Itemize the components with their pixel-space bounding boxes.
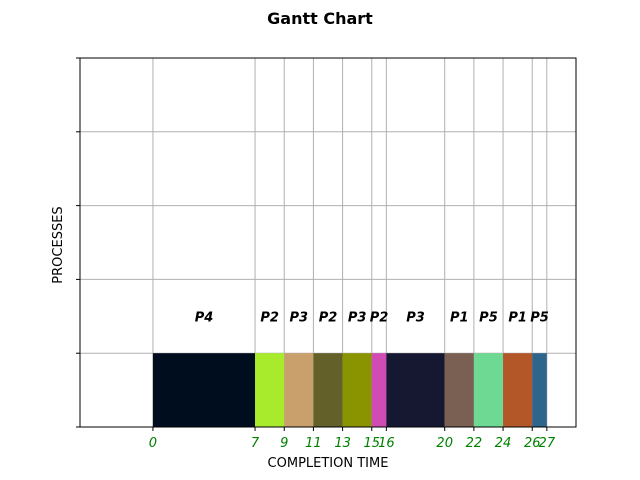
- plot-frame: [79, 57, 577, 428]
- x-tick-label: 9: [280, 436, 288, 451]
- bar-segments: [152, 353, 547, 427]
- bar-segment-p2: [371, 353, 387, 427]
- bar-segment-p3: [386, 353, 445, 427]
- bar-segment-p3: [284, 353, 314, 427]
- bar-labels: P4 P2 P3 P2 P3 P2 P3 P1 P5 P1 P5: [195, 310, 549, 325]
- bar-label-p3: P3: [348, 310, 367, 325]
- bar-segment-p5: [532, 353, 547, 427]
- x-tick-label: 22: [466, 436, 483, 451]
- axis-ticks: [76, 57, 548, 431]
- x-tick-label: 7: [251, 436, 260, 451]
- bar-segment-p5: [473, 353, 504, 427]
- bar-segment-p4: [152, 353, 256, 427]
- bar-segment-p1: [444, 353, 474, 427]
- bar-label-p3: P3: [406, 310, 425, 325]
- y-axis-label: PROCESSES: [51, 206, 66, 283]
- bar-segment-p1: [503, 353, 533, 427]
- x-tick-label: 0: [149, 436, 157, 451]
- bar-segment-p2: [255, 353, 285, 427]
- bar-segment-p3: [342, 353, 372, 427]
- chart-title: Gantt Chart: [267, 9, 373, 28]
- x-tick-label: 15: [363, 436, 380, 451]
- bar-label-p5: P5: [530, 310, 549, 325]
- bar-label-p2: P2: [319, 310, 338, 325]
- bar-label-p2: P2: [260, 310, 279, 325]
- x-tick-label: 24: [495, 436, 512, 451]
- x-axis-label: COMPLETION TIME: [268, 456, 389, 471]
- bar-label-p2: P2: [370, 310, 389, 325]
- x-tick-label: 11: [305, 436, 322, 451]
- x-tick-label: 13: [334, 436, 351, 451]
- bar-label-p4: P4: [195, 310, 214, 325]
- x-tick-label: 26: [524, 436, 541, 451]
- bar-label-p5: P5: [479, 310, 498, 325]
- x-tick-label: 20: [436, 436, 453, 451]
- x-tick-label: 16: [378, 436, 395, 451]
- bar-label-p3: P3: [290, 310, 309, 325]
- bar-segment-p2: [313, 353, 343, 427]
- x-tick-label: 27: [539, 436, 556, 451]
- bar-label-p1: P1: [508, 310, 527, 325]
- bar-label-p1: P1: [450, 310, 469, 325]
